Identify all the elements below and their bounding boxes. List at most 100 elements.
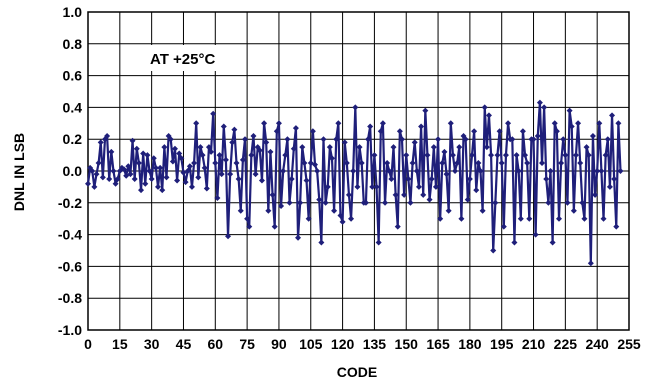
data-point-marker [367, 123, 374, 130]
data-point-marker [375, 239, 382, 246]
data-point-marker [502, 152, 509, 159]
data-point-marker [326, 144, 333, 151]
data-point-marker [545, 199, 552, 206]
data-point-marker [577, 160, 584, 167]
data-point-marker [526, 215, 533, 222]
data-point-marker [600, 215, 607, 222]
data-point-marker [299, 144, 306, 151]
data-point-marker [598, 168, 605, 174]
data-point-marker [445, 207, 452, 214]
y-tick-label: 1.0 [63, 4, 83, 20]
data-point-marker [312, 161, 319, 168]
data-point-marker [150, 155, 157, 162]
data-point-marker [188, 183, 195, 190]
data-point-marker [403, 152, 410, 159]
data-point-marker [337, 212, 344, 219]
data-point-marker [547, 168, 554, 174]
annotation-box [143, 45, 242, 71]
data-point-marker [496, 128, 503, 135]
plot-border [87, 11, 630, 331]
data-point-marker [492, 199, 499, 206]
data-point-marker [135, 160, 142, 167]
data-point-marker [609, 112, 616, 119]
data-point-marker [333, 136, 340, 143]
data-point-marker [424, 152, 431, 159]
data-point-marker [422, 107, 429, 114]
data-point-marker [428, 175, 435, 182]
data-point-marker [104, 133, 111, 140]
data-point-marker [155, 183, 162, 190]
data-point-marker [575, 120, 582, 127]
data-point-marker [396, 128, 403, 135]
data-point-marker [481, 104, 488, 111]
data-point-marker [205, 144, 212, 151]
data-point-marker [386, 168, 393, 174]
data-point-marker [585, 152, 592, 159]
data-point-marker [420, 191, 427, 198]
data-point-marker [288, 175, 295, 182]
data-point-marker [197, 144, 204, 151]
x-tick-label: 210 [522, 336, 546, 352]
data-point-marker [328, 155, 335, 162]
data-point-marker [365, 136, 372, 143]
data-point-marker [324, 183, 331, 190]
data-point-marker [522, 152, 529, 159]
data-point-marker [536, 99, 543, 106]
data-point-marker [229, 139, 236, 146]
y-tick-label: 0.4 [63, 99, 83, 115]
data-point-marker [583, 144, 590, 151]
data-point-marker [331, 207, 338, 214]
dnl-series-markers [85, 99, 624, 267]
data-point-marker [246, 223, 253, 230]
data-point-marker [292, 125, 299, 132]
data-point-marker [373, 183, 380, 190]
y-axis-title: DNL IN LSB [11, 133, 27, 211]
data-point-marker [146, 168, 153, 174]
data-point-marker [108, 148, 115, 155]
data-point-marker [93, 171, 100, 178]
data-point-marker [534, 133, 541, 140]
data-point-marker [195, 174, 202, 181]
data-point-marker [475, 160, 482, 167]
data-point-marker [617, 168, 624, 174]
data-point-marker [284, 136, 291, 143]
data-point-marker [462, 136, 469, 143]
data-point-marker [214, 195, 221, 202]
data-point-marker [99, 174, 106, 181]
data-point-marker [464, 196, 471, 203]
data-point-marker [163, 174, 170, 181]
data-point-marker [392, 191, 399, 198]
data-point-marker [418, 123, 425, 130]
data-point-marker [212, 160, 219, 167]
data-point-marker [275, 120, 282, 127]
data-point-marker [159, 187, 166, 194]
data-point-marker [258, 177, 265, 184]
data-point-marker [441, 148, 448, 155]
data-point-marker [415, 183, 422, 190]
data-point-marker [558, 160, 565, 167]
data-point-marker [352, 104, 359, 111]
x-tick-label: 15 [112, 336, 128, 352]
dnl-series-line [86, 101, 622, 265]
data-point-marker [297, 199, 304, 206]
data-point-marker [498, 160, 505, 167]
data-point-marker [432, 183, 439, 190]
data-point-marker [551, 120, 558, 127]
data-point-marker [184, 168, 191, 174]
data-point-marker [161, 144, 168, 151]
data-point-marker [348, 215, 355, 222]
data-point-marker [398, 136, 405, 143]
data-point-marker [581, 215, 588, 222]
data-point-marker [248, 152, 255, 159]
data-point-marker [167, 136, 174, 143]
data-point-marker [555, 215, 562, 222]
data-point-marker [267, 148, 274, 155]
y-tick-label: -0.8 [58, 290, 82, 306]
x-tick-label: 120 [331, 336, 355, 352]
data-point-marker [530, 136, 537, 143]
data-point-marker [290, 145, 297, 152]
data-point-marker [269, 191, 276, 198]
data-point-marker [216, 152, 223, 159]
data-point-marker [233, 160, 240, 167]
